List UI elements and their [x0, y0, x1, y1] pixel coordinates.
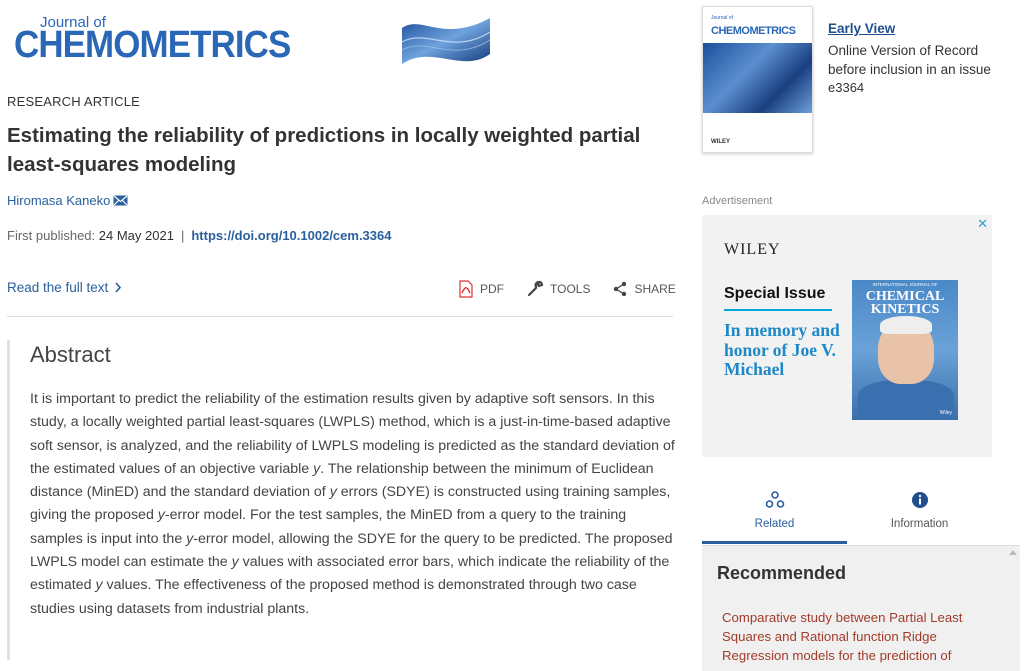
tab-related-label[interactable]: Related [754, 518, 795, 530]
share-label[interactable]: SHARE [634, 282, 676, 296]
ad-book-cover: INTERNATIONAL JOURNAL OF CHEMICAL KINETI… [852, 280, 958, 420]
read-full-text-label[interactable]: Read the full text [7, 280, 109, 295]
ad-special-issue: Special Issue [724, 285, 826, 302]
email-icon[interactable] [113, 195, 128, 206]
ad-close-icon[interactable]: ✕ [977, 216, 988, 231]
tools-label[interactable]: TOOLS [550, 282, 591, 296]
recommended-heading: Recommended [717, 563, 847, 583]
cover-publisher: WILEY [711, 139, 730, 145]
recommended-item-link[interactable]: Comparative study between Partial Least … [722, 610, 963, 663]
ad-brand: WILEY [724, 241, 781, 258]
article-id: e3364 [828, 80, 865, 95]
share-icon [614, 281, 627, 297]
info-icon [911, 492, 928, 508]
ad-book-title: CHEMICAL KINETICS [865, 289, 945, 317]
advertisement[interactable]: ✕ WILEY Special Issue In memory and hono… [702, 215, 992, 457]
recommended-panel: Recommended Comparative study between Pa… [702, 545, 1020, 671]
early-view-link[interactable]: Early View [828, 21, 896, 36]
pdf-icon [459, 280, 473, 298]
ad-rule [724, 309, 832, 311]
publication-info: First published: 24 May 2021 | https://doi… [7, 228, 392, 243]
abstract-heading: Abstract [30, 342, 111, 367]
divider [7, 316, 673, 317]
author[interactable]: Hiromasa Kaneko [7, 193, 128, 208]
pdf-button[interactable]: PDF [458, 280, 504, 298]
ad-portrait-shirt [858, 380, 954, 420]
article-type: RESEARCH ARTICLE [7, 94, 140, 109]
ad-book-publisher: Wiley [939, 410, 952, 416]
journal-cover[interactable]: Journal of CHEMOMETRICS WILEY [702, 6, 813, 153]
first-published-label: First published: [7, 228, 96, 243]
cover-image [703, 43, 812, 113]
early-view-description: Online Version of Record before inclusio… [828, 43, 991, 77]
pdf-label[interactable]: PDF [480, 282, 504, 296]
ad-portrait-hair [880, 316, 932, 334]
journal-logo-small[interactable]: Journal of [40, 14, 106, 31]
tools-button[interactable]: TOOLS [526, 280, 590, 298]
author-name[interactable]: Hiromasa Kaneko [7, 193, 111, 208]
journal-logo[interactable]: CHEMOMETRICS [14, 24, 291, 66]
article-title: Estimating the reliability of prediction… [7, 124, 641, 176]
ad-memory-text: In memory and honor of Joe V. Michael [724, 320, 840, 379]
cover-title: CHEMOMETRICS [711, 25, 796, 37]
tab-related[interactable]: Related [702, 488, 847, 544]
article-toolbar: PDF TOOLS SHARE [458, 280, 676, 298]
read-full-text-link[interactable]: Read the full text [7, 280, 122, 295]
chevron-right-icon [115, 282, 122, 293]
related-icon [765, 491, 784, 508]
cover-subtitle: Journal of [711, 15, 733, 21]
ad-book-top: INTERNATIONAL JOURNAL OF [872, 282, 938, 287]
scrollbar[interactable] [1009, 550, 1017, 670]
sidebar-tabs: Related Information [702, 488, 992, 544]
tab-information[interactable]: Information [847, 488, 992, 541]
tab-information-label[interactable]: Information [890, 518, 949, 530]
abstract-side-bar [7, 340, 10, 660]
scroll-up-icon[interactable] [1009, 550, 1017, 555]
wrench-icon [527, 280, 544, 297]
doi-link[interactable]: https://doi.org/10.1002/cem.3364 [191, 228, 392, 243]
journal-banner-image [402, 18, 490, 64]
advertisement-label: Advertisement [702, 195, 773, 207]
share-button[interactable]: SHARE [612, 281, 676, 297]
first-published-date: 24 May 2021 [98, 228, 174, 243]
abstract-text: It is important to predict the reliabili… [30, 391, 675, 617]
